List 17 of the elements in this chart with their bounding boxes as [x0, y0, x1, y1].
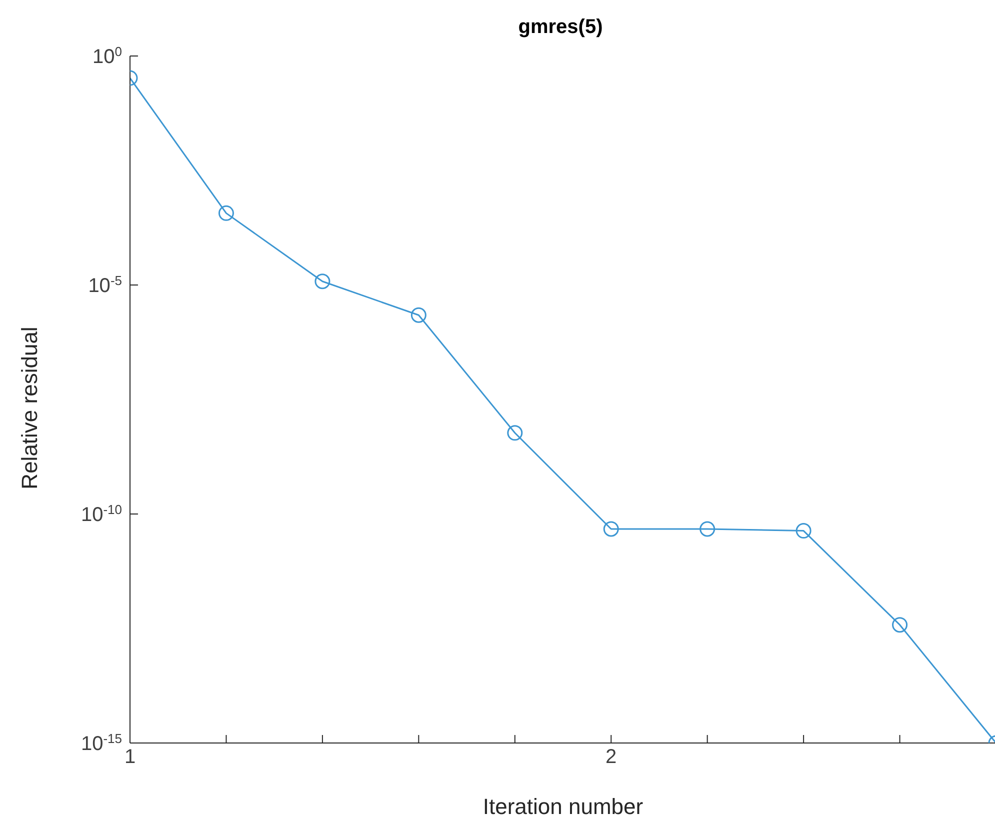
x-axis-title: Iteration number [482, 794, 644, 818]
point [700, 521, 716, 537]
point [603, 521, 619, 537]
y-tick-label: 10$^{-10}$ [80, 502, 122, 526]
y-tick-label: 10$^{-15}$ [80, 730, 122, 755]
point [218, 205, 234, 221]
x-tick-label: 1 [124, 746, 136, 768]
x-tick-label: 2 [606, 746, 617, 768]
point [410, 307, 426, 323]
y-axis-title: Relative residual [17, 326, 43, 490]
y-tick-label: 10$^{-5}$ [88, 272, 122, 297]
point [314, 274, 330, 290]
point [796, 523, 812, 539]
point [892, 617, 908, 633]
point [507, 425, 523, 441]
y-tick-label: 10$^{0}$ [92, 44, 122, 68]
chart-title: gmres(5) [517, 16, 604, 39]
